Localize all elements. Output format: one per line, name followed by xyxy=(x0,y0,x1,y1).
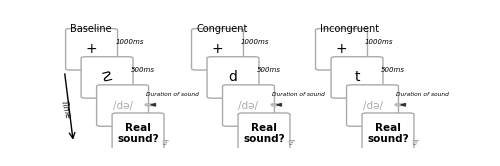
Text: Real
sound?: Real sound? xyxy=(117,123,159,144)
Polygon shape xyxy=(277,104,281,106)
Text: Duration of sound: Duration of sound xyxy=(272,92,325,97)
Text: t: t xyxy=(354,70,360,84)
Text: Duration of sound: Duration of sound xyxy=(396,92,449,97)
Text: ☞: ☞ xyxy=(161,139,168,148)
Text: Time: Time xyxy=(58,99,72,120)
Text: 1000ms: 1000ms xyxy=(241,39,270,45)
FancyBboxPatch shape xyxy=(207,57,259,98)
FancyBboxPatch shape xyxy=(81,57,133,98)
Text: Duration of sound: Duration of sound xyxy=(146,92,199,97)
Text: +: + xyxy=(86,42,98,56)
Polygon shape xyxy=(401,104,406,106)
Text: Incongruent: Incongruent xyxy=(320,24,380,34)
Text: /də/: /də/ xyxy=(112,101,132,111)
Circle shape xyxy=(145,104,152,106)
Text: /də/: /də/ xyxy=(362,101,382,111)
FancyBboxPatch shape xyxy=(96,85,148,126)
Circle shape xyxy=(395,104,402,106)
FancyBboxPatch shape xyxy=(331,57,383,98)
Polygon shape xyxy=(151,104,156,106)
Text: Congruent: Congruent xyxy=(196,24,248,34)
Text: +: + xyxy=(336,42,347,56)
Text: 500ms: 500ms xyxy=(380,67,404,73)
Text: d: d xyxy=(228,70,237,84)
Text: Real
sound?: Real sound? xyxy=(367,123,409,144)
Circle shape xyxy=(271,104,278,106)
Text: ☡: ☡ xyxy=(101,70,114,84)
Text: 1000ms: 1000ms xyxy=(365,39,394,45)
FancyBboxPatch shape xyxy=(222,85,274,126)
FancyBboxPatch shape xyxy=(362,113,414,154)
Text: 500ms: 500ms xyxy=(256,67,280,73)
FancyBboxPatch shape xyxy=(316,29,368,70)
FancyBboxPatch shape xyxy=(66,29,118,70)
FancyBboxPatch shape xyxy=(112,113,164,154)
Text: ☞: ☞ xyxy=(287,139,294,148)
Text: ☞: ☞ xyxy=(411,139,418,148)
Text: +: + xyxy=(212,42,224,56)
FancyBboxPatch shape xyxy=(192,29,244,70)
Text: 500ms: 500ms xyxy=(130,67,154,73)
FancyBboxPatch shape xyxy=(238,113,290,154)
FancyBboxPatch shape xyxy=(346,85,399,126)
Text: Real
sound?: Real sound? xyxy=(243,123,285,144)
Text: /də/: /də/ xyxy=(238,101,258,111)
Text: 1000ms: 1000ms xyxy=(115,39,143,45)
Text: Baseline: Baseline xyxy=(70,24,112,34)
